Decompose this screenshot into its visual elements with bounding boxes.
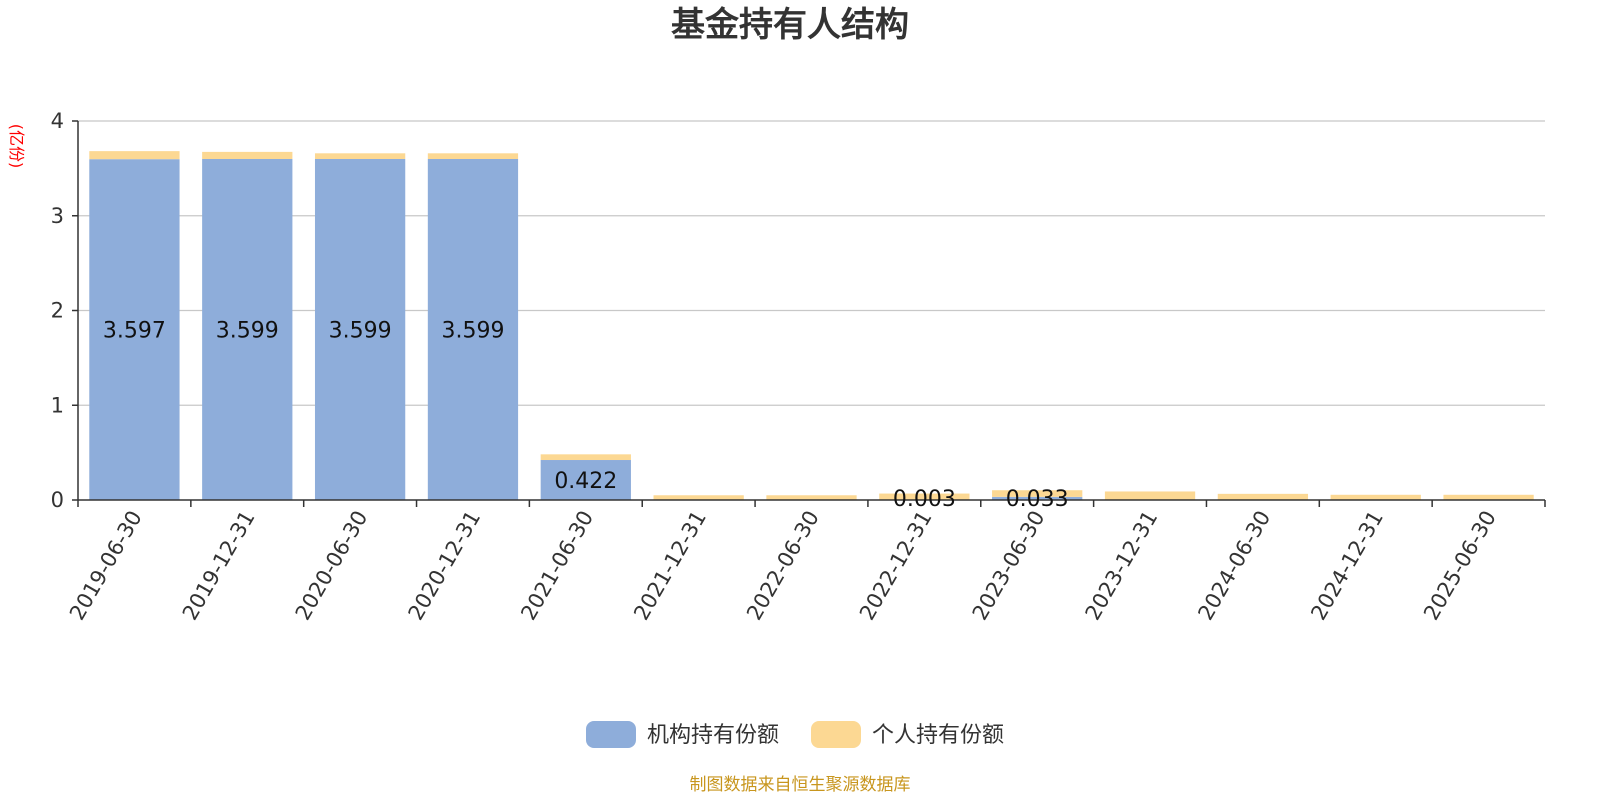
y-tick-label: 4 (51, 109, 64, 133)
bar-individual[interactable] (314, 153, 406, 159)
bars (89, 151, 1534, 500)
y-axis-unit: (亿份) (7, 124, 26, 169)
bar-individual[interactable] (766, 495, 857, 500)
data-label: 0.003 (893, 487, 956, 512)
legend-label[interactable]: 机构持有份额 (647, 723, 779, 748)
source-note: 制图数据来自恒生聚源数据库 (690, 775, 911, 795)
bar-institutional[interactable] (202, 158, 293, 500)
data-label: 3.599 (216, 318, 279, 343)
bar-institutional[interactable] (89, 159, 180, 500)
bar-individual[interactable] (540, 454, 631, 461)
data-labels: 3.597 3.599 3.599 3.599 0.422 0.003 0.033 (103, 318, 1069, 512)
x-tick-label: 2021-06-30 (516, 507, 598, 625)
data-label: 3.599 (329, 318, 392, 343)
data-label: 3.599 (441, 318, 504, 343)
bar-individual[interactable] (1330, 494, 1421, 500)
grid-lines (78, 120, 1545, 406)
bar-individual[interactable] (427, 153, 519, 159)
y-tick-label: 1 (51, 393, 64, 417)
x-tick-label: 2021-12-31 (629, 507, 711, 625)
x-tick-label: 2020-12-31 (403, 507, 485, 625)
x-tick-label: 2023-12-31 (1081, 507, 1163, 625)
bar-individual[interactable] (879, 493, 970, 500)
x-tick-label: 2019-12-31 (178, 507, 260, 625)
legend-swatch[interactable] (586, 721, 636, 748)
x-tick-label: 2022-12-31 (855, 507, 937, 625)
bar-individual[interactable] (89, 151, 180, 160)
data-label: 3.597 (103, 319, 166, 344)
legend[interactable]: 机构持有份额 个人持有份额 (586, 721, 1004, 748)
x-tick-label: 2023-06-30 (968, 507, 1050, 625)
x-tick-label: 2025-06-30 (1419, 507, 1501, 625)
y-tick-label: 2 (51, 299, 64, 323)
bar-individual[interactable] (992, 490, 1083, 497)
bar-institutional[interactable] (314, 158, 406, 500)
data-label: 0.033 (1006, 487, 1069, 512)
x-tick-label: 2020-06-30 (291, 507, 373, 625)
y-tick-label: 0 (51, 488, 64, 512)
bar-institutional[interactable] (992, 496, 1083, 500)
bar-individual[interactable] (653, 495, 744, 500)
bar-individual[interactable] (202, 151, 293, 159)
x-tick-label: 2022-06-30 (742, 507, 824, 625)
data-label: 0.422 (554, 469, 617, 494)
legend-label[interactable]: 个人持有份额 (872, 723, 1004, 748)
bar-individual[interactable] (1443, 494, 1534, 500)
y-tick-label: 3 (51, 204, 64, 228)
x-tick-label: 2019-06-30 (65, 507, 147, 625)
bar-institutional[interactable] (540, 460, 631, 500)
bar-individual[interactable] (1217, 493, 1309, 500)
chart-title: 基金持有人结构 (671, 5, 909, 45)
x-tick-label: 2024-12-31 (1306, 507, 1388, 625)
x-tick-label: 2024-06-30 (1193, 507, 1275, 625)
legend-swatch[interactable] (811, 721, 861, 748)
bar-institutional[interactable] (427, 158, 519, 500)
bar-individual[interactable] (1104, 491, 1196, 500)
